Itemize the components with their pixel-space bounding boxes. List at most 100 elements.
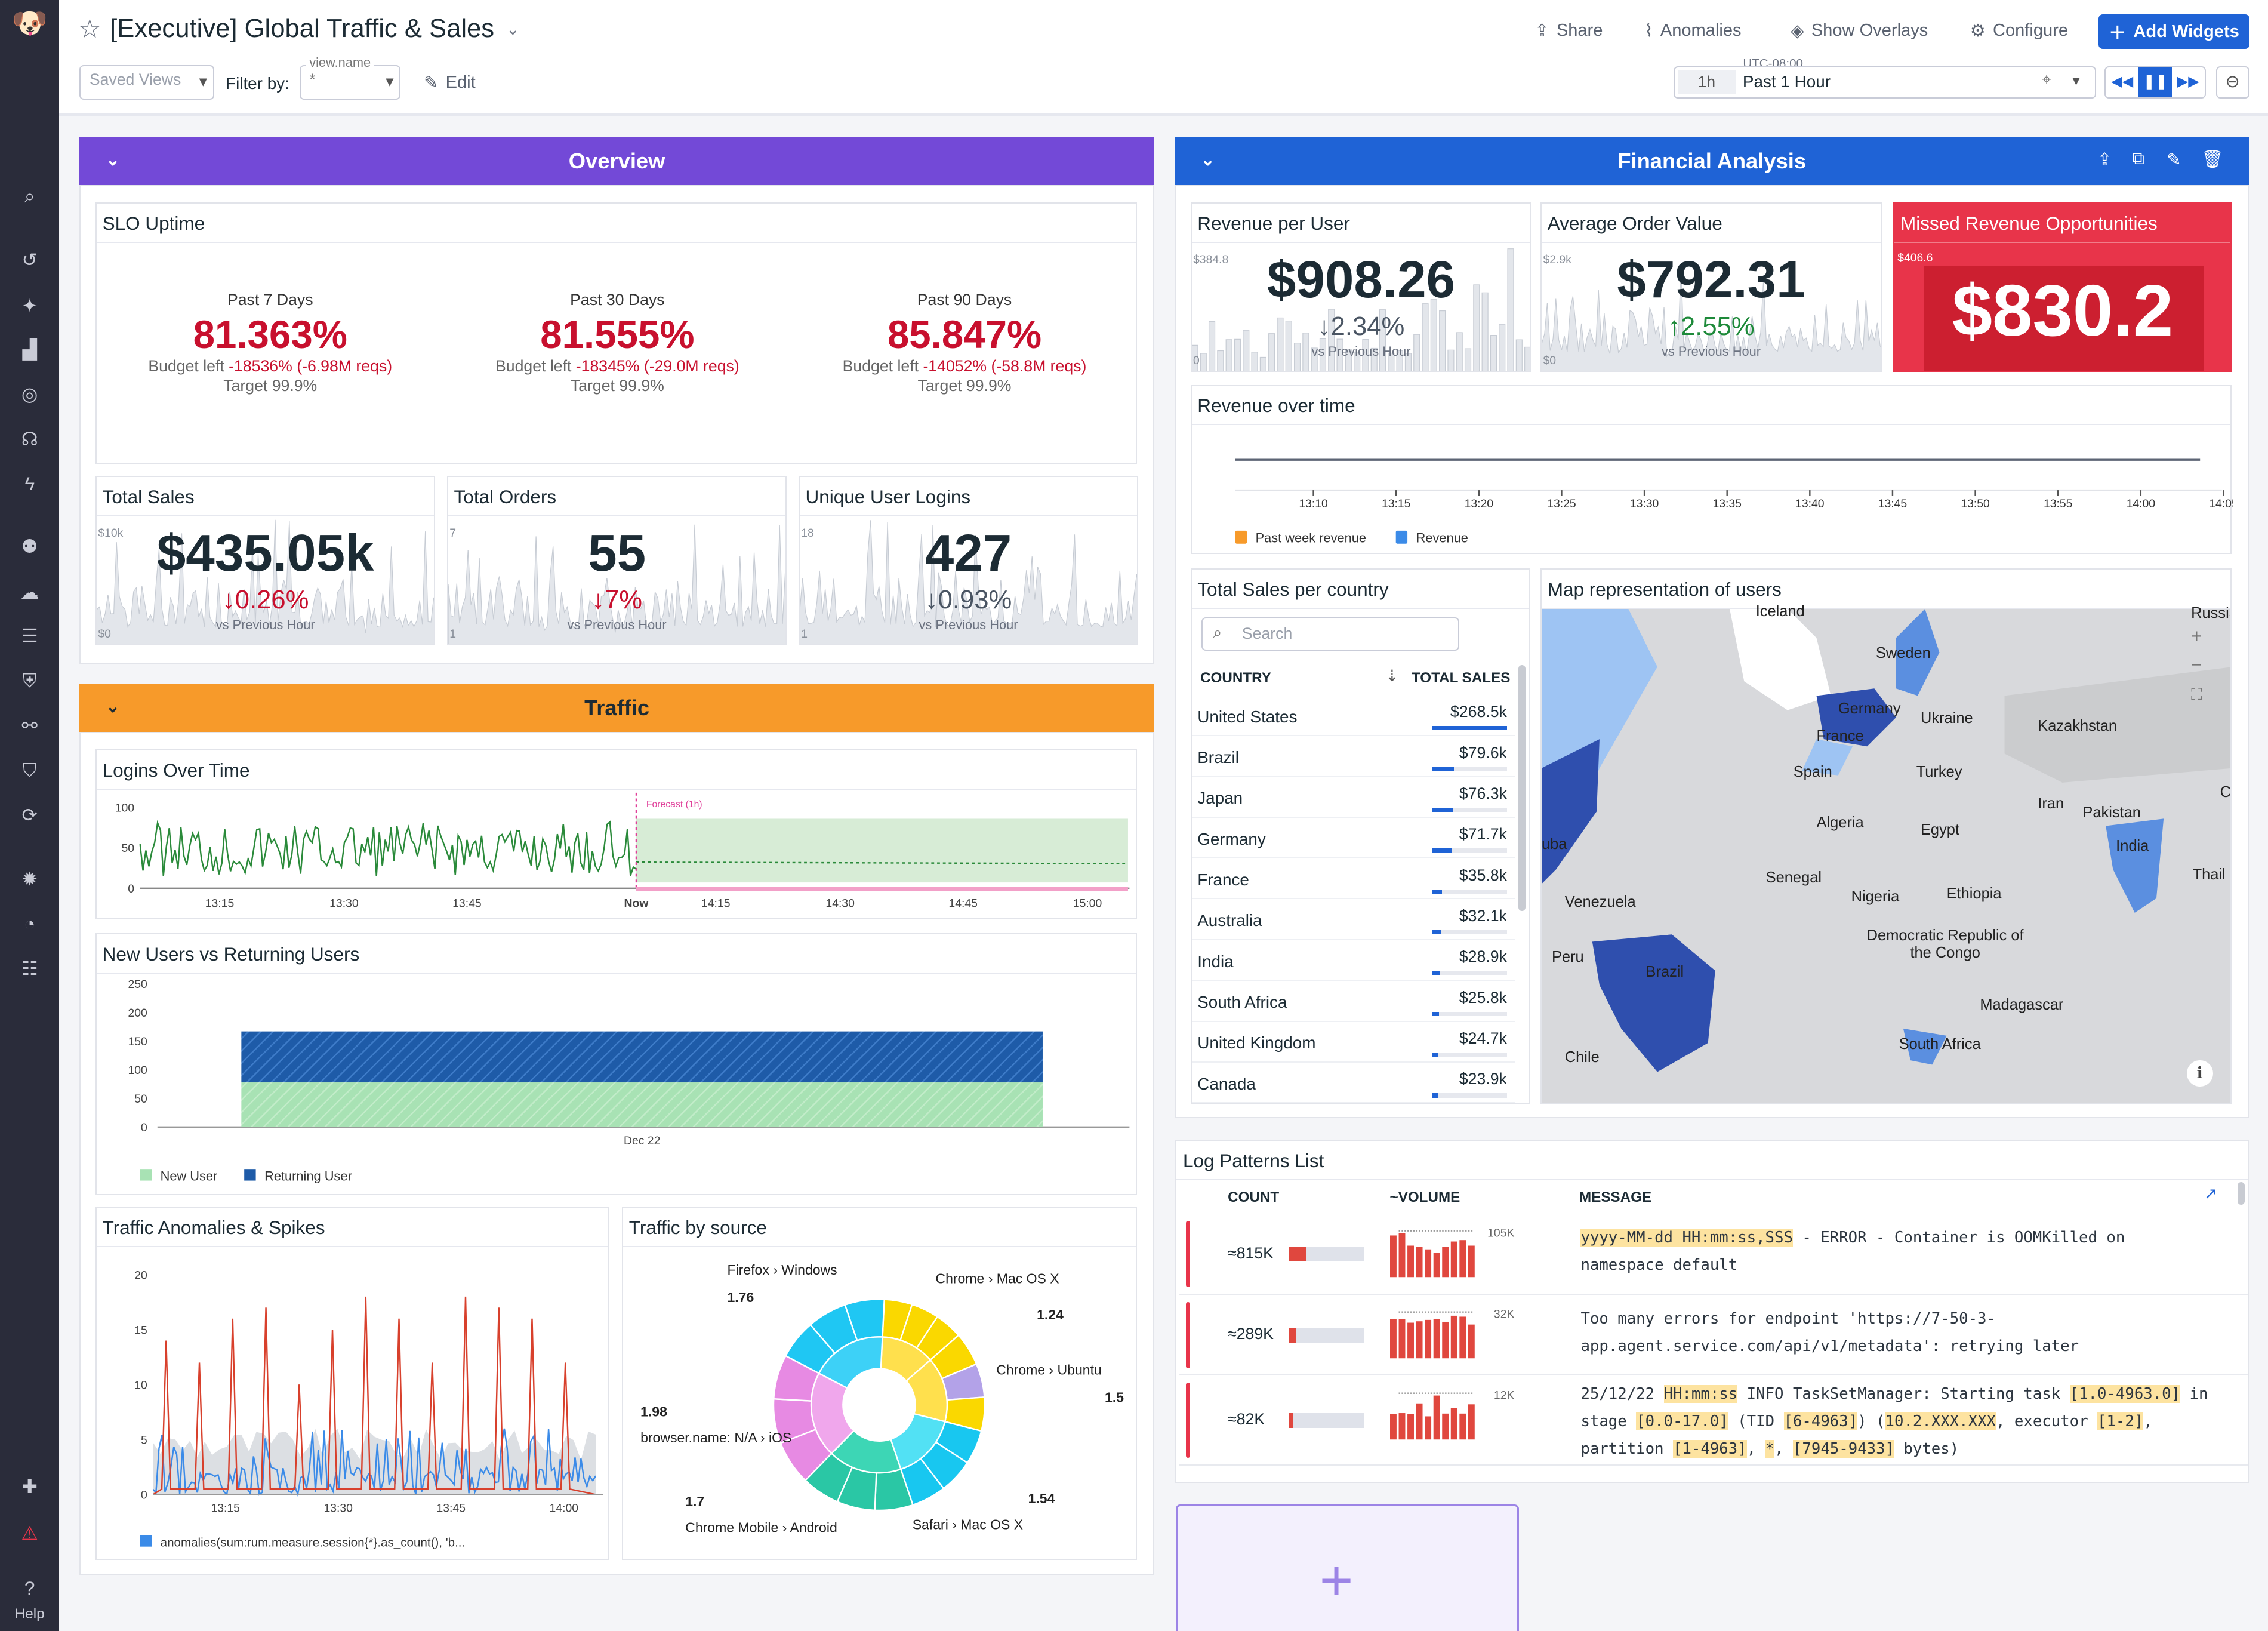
user-map-widget[interactable]: Map representation of users Iceland Russi… (1540, 568, 2232, 1104)
query-value-widget[interactable]: Total Orders 7 1 55 ↓7% vs Previous Hour (446, 476, 787, 645)
col-country[interactable]: COUNTRY (1200, 669, 1271, 686)
anomalies-button[interactable]: ⌇ Anomalies (1645, 20, 1742, 41)
alert-icon[interactable]: ⚠ (21, 1522, 38, 1544)
table-row[interactable]: Australia $32.1k (1191, 900, 1516, 940)
saved-views-select[interactable]: Saved Views ▾ (79, 65, 214, 100)
cloud-icon[interactable]: ☁ (20, 581, 39, 604)
link-icon[interactable]: ⚯ (21, 715, 38, 737)
anomalies-chart[interactable]: 20 15 10 5 0 13:15 13:30 13:45 14:00 anomalies(su… (97, 1247, 610, 1559)
table-row[interactable]: Brazil $79.6k (1191, 737, 1516, 777)
template-var-select[interactable]: view.name * ▾ (299, 54, 401, 100)
pin-icon[interactable]: ✦ (21, 295, 38, 317)
pause-icon[interactable]: ❚❚ (2138, 67, 2172, 97)
scrollbar[interactable] (2237, 1181, 2245, 1205)
table-row[interactable]: Japan $76.3k (1191, 777, 1516, 818)
gear-icon[interactable]: ✹ (21, 868, 38, 890)
col-message[interactable]: MESSAGE (1579, 1189, 1652, 1205)
rewind-icon[interactable]: ◀◀ (2111, 73, 2134, 90)
log-pattern-row[interactable]: ≈289K 32K Too many errors for endpoint 'ht… (1178, 1295, 2248, 1376)
log-pattern-row[interactable]: ≈82K 12K 25/12/22 HH:mm:ss INFO TaskSetMan… (1178, 1375, 2248, 1466)
sort-icon[interactable]: ⇣ (1385, 666, 1399, 685)
log-patterns-widget[interactable]: Log Patterns List COUNT ~VOLUME MESSAGE … (1174, 1140, 2249, 1484)
slo-uptime-widget[interactable]: SLO Uptime Past 7 Days 81.363% Budget left… (95, 202, 1137, 464)
col-count[interactable]: COUNT (1228, 1189, 1280, 1205)
configure-button[interactable]: ⚙ Configure (1970, 20, 2068, 41)
slo-item[interactable]: Past 7 Days 81.363% Budget left -18536% (-… (97, 291, 444, 395)
edit-button[interactable]: ✎ Edit (424, 72, 476, 93)
scrollbar[interactable] (1518, 665, 1526, 912)
query-value-widget[interactable]: Average Order Value $2.9k $0 $792.31 ↑2.55% v… (1540, 202, 1882, 372)
revenue-over-time-widget[interactable]: Revenue over time 13:10 13:15 13:20 13:25 13… (1190, 384, 2233, 555)
list-icon[interactable]: ☷ (21, 958, 38, 980)
query-value-widget[interactable]: Total Sales $10k $0 $435.05k ↓0.26% vs Previo… (95, 476, 436, 645)
logins-over-time-widget[interactable]: Logins Over Time 100 50 0 Forecast (1h) 13:1… (95, 749, 1137, 919)
missed-revenue-widget[interactable]: Missed Revenue Opportunities $406.6 $830… (1893, 202, 2232, 372)
search-icon[interactable]: ⌕ (24, 185, 35, 207)
dashboard-icon[interactable]: ▟ (22, 338, 37, 361)
logins-chart[interactable]: 100 50 0 Forecast (1h) 13:15 13:30 13:45 Now 14:… (97, 790, 1138, 920)
history-icon[interactable]: ↺ (21, 248, 38, 270)
traffic-anomalies-widget[interactable]: Traffic Anomalies & Spikes 20 15 10 5 0 13:15… (95, 1207, 610, 1560)
query-value-widget[interactable]: Revenue per User $384.8 0 $908.26 ↓2.34% vs P… (1190, 202, 1532, 372)
collapse-chevron-icon[interactable]: ⌄ (1200, 150, 1215, 170)
star-icon[interactable]: ☆ (78, 15, 101, 44)
table-row[interactable]: United Kingdom $24.7k (1191, 1022, 1516, 1063)
show-overlays-button[interactable]: ◈ Show Overlays (1791, 20, 1928, 41)
shield-icon[interactable]: ⛉ (22, 759, 37, 781)
add-widget-placeholder[interactable]: + (1176, 1504, 1519, 1631)
apm-icon[interactable]: ☊ (21, 428, 38, 450)
sales-per-country-widget[interactable]: Total Sales per country ⌕ Search COUNTRY… (1190, 568, 1531, 1104)
query-value-widget[interactable]: Unique User Logins 18 1 427 ↓0.93% vs Previou… (798, 476, 1139, 645)
dog-logo-icon[interactable]: 🐶 (11, 7, 48, 39)
pencil-icon[interactable]: ✎ (2167, 150, 2181, 170)
table-row[interactable]: India $28.9k (1191, 940, 1516, 981)
time-picker[interactable]: 1h Past 1 Hour ⌖ ▾ (1673, 66, 2096, 99)
revenue-chart[interactable]: 13:10 13:15 13:20 13:25 13:30 13:35 13:40 13:45… (1192, 425, 2233, 555)
table-row[interactable]: United States $268.5k (1191, 696, 1516, 737)
bolt-icon[interactable]: ϟ (24, 473, 35, 495)
country-search-input[interactable]: ⌕ Search (1201, 617, 1459, 651)
table-row[interactable]: Canada $23.9k (1191, 1063, 1516, 1103)
add-widgets-button[interactable]: ＋ Add Widgets (2098, 14, 2249, 50)
overview-group-header[interactable]: ⌄ Overview (79, 137, 1154, 186)
pin-icon[interactable]: ⌖ (2042, 70, 2051, 89)
chevron-down-icon[interactable]: ⌄ (506, 20, 520, 38)
zoom-out-icon[interactable]: − (2191, 653, 2202, 675)
users-chart[interactable]: 250 200 150 100 50 0 Dec 22 New User Returning U… (97, 974, 1138, 1196)
forward-icon[interactable]: ▶▶ (2177, 73, 2199, 90)
col-total-sales[interactable]: TOTAL SALES (1411, 669, 1511, 686)
sync-icon[interactable]: ⟳ (21, 804, 38, 826)
security-icon[interactable]: ⛨ (22, 670, 37, 692)
page-title[interactable]: [Executive] Global Traffic & Sales (110, 14, 495, 44)
slo-item[interactable]: Past 90 Days 85.847% Budget left -14052% (… (791, 291, 1138, 395)
puzzle-icon[interactable]: ✚ (21, 1475, 38, 1497)
collapse-chevron-icon[interactable]: ⌄ (105, 697, 121, 716)
logs-icon[interactable]: ☰ (21, 624, 38, 647)
trash-icon[interactable]: 🗑 (2201, 149, 2224, 169)
export-icon[interactable]: ⇪ (2097, 150, 2112, 170)
clone-icon[interactable]: ⧉ (2132, 149, 2144, 168)
collapse-chevron-icon[interactable]: ⌄ (105, 150, 121, 170)
fit-map-icon[interactable]: ⛶ (2191, 685, 2202, 704)
zoom-in-icon[interactable]: + (2191, 624, 2202, 647)
log-pattern-row[interactable]: ≈815K 105K yyyy-MM-dd HH:mm:ss,SSS - ERROR… (1178, 1214, 2248, 1295)
infra-icon[interactable]: ⚉ (21, 535, 38, 557)
financial-group-header[interactable]: ⌄ Financial Analysis ⇪ ⧉ ✎ 🗑 (1174, 137, 2249, 186)
gauge-icon[interactable]: ◔ (24, 913, 36, 935)
caret-icon[interactable]: ▾ (2072, 72, 2080, 89)
zoom-out-icon[interactable]: ⊖ (2215, 66, 2249, 99)
share-button[interactable]: ⇪ Share (1534, 20, 1603, 41)
new-vs-returning-widget[interactable]: New Users vs Returning Users 250 200 150 10… (95, 933, 1137, 1195)
traffic-group-header[interactable]: ⌄ Traffic (79, 684, 1154, 733)
table-row[interactable]: South Africa $25.8k (1191, 981, 1516, 1022)
table-row[interactable]: Germany $71.7k (1191, 818, 1516, 859)
col-volume[interactable]: ~VOLUME (1389, 1189, 1460, 1205)
slo-item[interactable]: Past 30 Days 81.555% Budget left -18345% (… (444, 291, 791, 395)
traffic-by-source-widget[interactable]: Traffic by source Chrome › Mac OS X 1.24 C… (622, 1207, 1138, 1560)
help-icon[interactable]: ? (24, 1577, 35, 1599)
table-row[interactable]: France $35.8k (1191, 859, 1516, 900)
info-icon[interactable]: ℹ (2186, 1060, 2213, 1087)
monitor-icon[interactable]: ◎ (21, 383, 38, 405)
world-map[interactable] (1542, 608, 2232, 1104)
